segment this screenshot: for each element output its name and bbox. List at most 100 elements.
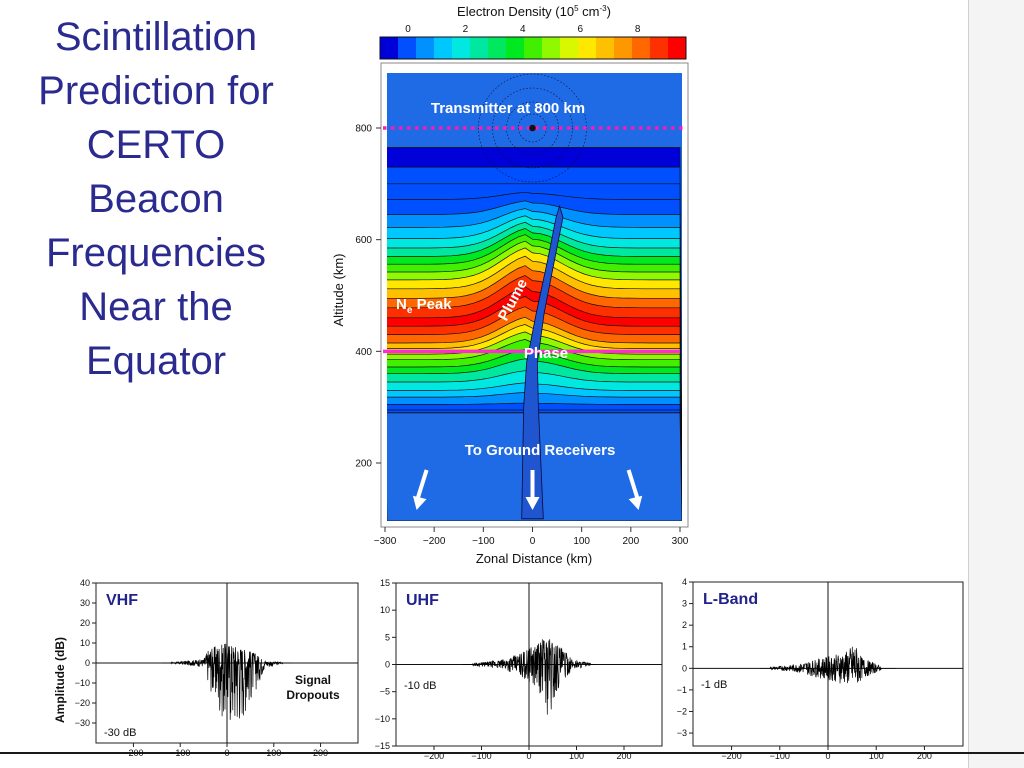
colorbar-tick-label: 0: [405, 24, 411, 35]
panel-y-tick-label: −1: [677, 685, 687, 695]
panel-y-tick-label: −5: [380, 687, 390, 697]
panel-y-tick-label: 10: [80, 638, 90, 648]
ne-peak-sub: e: [407, 305, 413, 316]
colorbar-tick-label: 4: [520, 24, 526, 35]
main-y-tick-label: 800: [355, 124, 372, 135]
title-line-7: Equator: [85, 339, 227, 383]
title-line-1: Scintillation: [54, 15, 258, 59]
ne-peak-label: Ne Peak: [396, 296, 452, 316]
colorbar-cell: [650, 37, 669, 59]
panel-annotation: -30 dB: [104, 727, 136, 739]
panel-y-tick-label: −3: [677, 728, 687, 738]
main-x-tick-label: 200: [622, 536, 639, 547]
panel-y-tick-label: 0: [682, 663, 687, 673]
panel-x-tick-label: 0: [224, 748, 229, 758]
panel-y-tick-label: −30: [75, 718, 90, 728]
colorbar-cell: [380, 37, 399, 59]
panel-x-tick-label: 200: [917, 751, 932, 761]
panel-title: UHF: [406, 592, 439, 609]
receiver-arrow: [626, 469, 643, 510]
uhf-panel: −200 −100 0 100 200 −15 −10 −5 0 5 10 15 UHF -10 dB: [375, 578, 663, 761]
slide-title: Scintillation Prediction for CERTO Beacon Fr…: [0, 10, 312, 388]
panel-x-tick-label: 200: [313, 748, 328, 758]
panel-x-tick-label: 200: [616, 751, 631, 761]
signal-trace: [462, 639, 596, 715]
colorbar-cell: [470, 37, 489, 59]
colorbar-cell: [488, 37, 507, 59]
receiver-arrow: [525, 470, 540, 510]
panel-y-tick-label: 10: [380, 605, 390, 615]
main-y-tick-label: 400: [355, 347, 372, 358]
main-y-tick-label: 200: [355, 459, 372, 470]
colorbar-cell: [542, 37, 561, 59]
panel-y-tick-label: 30: [80, 598, 90, 608]
panel-y-tick-label: 5: [385, 632, 390, 642]
amplitude-ylabel: Amplitude (dB): [53, 637, 67, 723]
panel-y-tick-label: 1: [682, 642, 687, 652]
panel-y-tick-label: 0: [385, 660, 390, 670]
colorbar-cell: [614, 37, 633, 59]
receiver-arrow: [412, 469, 429, 510]
right-margin-strip: [968, 0, 1024, 768]
colorbar-cell: [578, 37, 597, 59]
colorbar-title-end: ): [607, 4, 611, 19]
panel-y-tick-label: −2: [677, 706, 687, 716]
wavefront-circle: [518, 113, 547, 143]
main-x-tick-label: −200: [423, 536, 446, 547]
vhf-panel: −200 −100 0 100 200−30−20−10010203040VHF-30 …: [75, 578, 359, 758]
panel-title: L-Band: [703, 591, 758, 608]
phase-label: Phase: [524, 345, 568, 362]
signal-trace: [760, 646, 896, 684]
main-x-tick-label: −300: [374, 536, 397, 547]
panel-x-tick-label: −100: [471, 751, 491, 761]
vhf-note-line-1: Signal: [295, 673, 331, 687]
wavefront-circle: [492, 87, 573, 169]
colorbar-title-mid: cm: [579, 4, 600, 19]
vhf-note-line-2: Dropouts: [286, 688, 340, 702]
colorbar-tick-label: 2: [463, 24, 469, 35]
panel-title: VHF: [106, 592, 138, 609]
panel-y-tick-label: −10: [375, 714, 390, 724]
colorbar-title-exp2: -3: [600, 4, 608, 13]
panel-x-tick-label: −100: [170, 748, 190, 758]
panel-y-tick-label: 15: [380, 578, 390, 588]
colorbar-frame: [379, 36, 687, 60]
panel-annotation: -1 dB: [701, 679, 727, 691]
colorbar-cell: [452, 37, 471, 59]
transmitter-label: Transmitter at 800 km: [431, 100, 585, 117]
panel-x-tick-label: −200: [123, 748, 143, 758]
main-x-tick-label: 0: [530, 536, 536, 547]
ground-receivers-label: To Ground Receivers: [465, 442, 616, 459]
panel-x-tick-label: −200: [424, 751, 444, 761]
main-y-tick-label: 600: [355, 235, 372, 246]
colorbar-tick-label: 6: [577, 24, 583, 35]
colorbar-title: Electron Density (105 cm-3): [457, 4, 611, 19]
panel-y-tick-label: 0: [85, 658, 90, 668]
colorbar-cell: [434, 37, 453, 59]
title-line-4: Beacon: [88, 177, 224, 221]
panel-x-tick-label: −100: [770, 751, 790, 761]
plume-shape: [521, 204, 564, 520]
panel-x-tick-label: 100: [569, 751, 584, 761]
main-x-tick-label: 300: [672, 536, 689, 547]
panel-y-tick-label: 2: [682, 620, 687, 630]
bottom-divider: [0, 752, 1024, 754]
colorbar-cell: [506, 37, 525, 59]
title-line-6: Near the: [79, 285, 233, 329]
panel-y-tick-label: 4: [682, 577, 687, 587]
panel-y-tick-label: −20: [75, 698, 90, 708]
signal-trace: [161, 643, 293, 720]
panel-y-tick-label: −15: [375, 741, 390, 751]
colorbar-cells: [380, 37, 687, 59]
colorbar-cell: [632, 37, 651, 59]
panel-x-tick-label: 100: [266, 748, 281, 758]
panel-x-tick-label: 0: [526, 751, 531, 761]
colorbar-ticks: 0 2 4 6 8: [405, 24, 641, 35]
colorbar-title-exp1: 5: [574, 4, 579, 13]
transmitter-marker: [529, 124, 536, 132]
colorbar-cell: [398, 37, 417, 59]
panel-y-tick-label: 3: [682, 599, 687, 609]
colorbar-cell: [560, 37, 579, 59]
l-band-panel: −200 −100 0 100 200 −3 −2 −1 0 1 2 3 4 L-Band -1 dB: [677, 577, 964, 761]
